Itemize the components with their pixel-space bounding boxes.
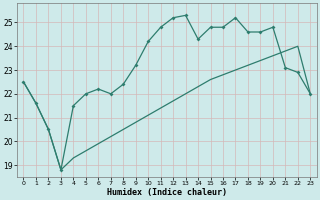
X-axis label: Humidex (Indice chaleur): Humidex (Indice chaleur) [107, 188, 227, 197]
